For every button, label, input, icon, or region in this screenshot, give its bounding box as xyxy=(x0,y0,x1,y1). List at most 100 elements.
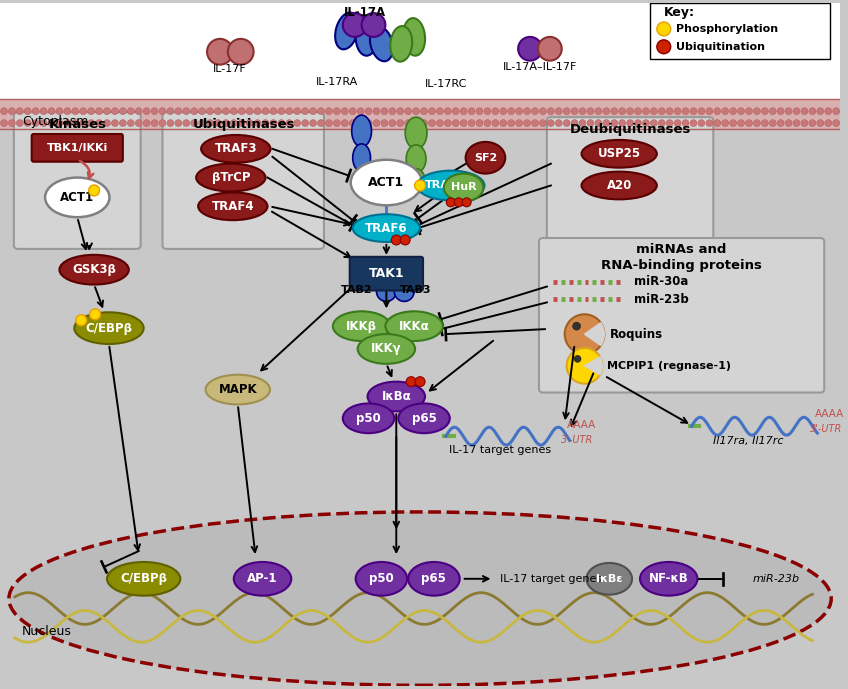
Ellipse shape xyxy=(354,169,370,192)
Circle shape xyxy=(762,120,768,127)
Circle shape xyxy=(547,120,555,127)
Circle shape xyxy=(793,107,800,114)
Text: ACT1: ACT1 xyxy=(60,191,94,204)
Circle shape xyxy=(231,107,237,114)
Circle shape xyxy=(745,107,752,114)
Circle shape xyxy=(809,107,816,114)
Circle shape xyxy=(222,107,229,114)
Circle shape xyxy=(778,120,784,127)
Ellipse shape xyxy=(234,562,291,596)
Text: ACT1: ACT1 xyxy=(368,176,404,189)
Circle shape xyxy=(215,120,221,127)
Circle shape xyxy=(421,120,427,127)
Circle shape xyxy=(25,120,31,127)
Circle shape xyxy=(302,107,309,114)
Circle shape xyxy=(603,120,610,127)
Circle shape xyxy=(175,107,181,114)
Circle shape xyxy=(833,107,840,114)
Circle shape xyxy=(690,120,697,127)
Circle shape xyxy=(658,120,666,127)
Circle shape xyxy=(103,120,110,127)
Circle shape xyxy=(317,107,325,114)
Circle shape xyxy=(357,107,364,114)
Circle shape xyxy=(222,120,229,127)
FancyBboxPatch shape xyxy=(650,3,830,59)
Circle shape xyxy=(32,107,39,114)
Circle shape xyxy=(183,120,190,127)
Text: IKKγ: IKKγ xyxy=(371,342,402,356)
Circle shape xyxy=(778,107,784,114)
Bar xyxy=(0,114,840,686)
Circle shape xyxy=(377,282,396,301)
Circle shape xyxy=(801,120,808,127)
Ellipse shape xyxy=(355,562,407,596)
Circle shape xyxy=(682,120,689,127)
Circle shape xyxy=(769,120,776,127)
Circle shape xyxy=(373,120,380,127)
Circle shape xyxy=(523,120,531,127)
Circle shape xyxy=(745,120,752,127)
Circle shape xyxy=(595,107,602,114)
Wedge shape xyxy=(584,322,605,345)
Text: Il17ra, Il17rc: Il17ra, Il17rc xyxy=(712,436,784,446)
FancyBboxPatch shape xyxy=(349,257,423,291)
Text: IKKβ: IKKβ xyxy=(346,320,377,333)
Circle shape xyxy=(103,107,110,114)
Circle shape xyxy=(825,107,832,114)
Circle shape xyxy=(619,120,626,127)
Circle shape xyxy=(706,107,713,114)
Ellipse shape xyxy=(196,164,265,192)
Ellipse shape xyxy=(390,26,412,61)
Text: NF-κB: NF-κB xyxy=(649,573,689,585)
Circle shape xyxy=(400,235,410,245)
Circle shape xyxy=(16,120,23,127)
Ellipse shape xyxy=(333,311,390,341)
Text: IκBα: IκBα xyxy=(382,390,411,403)
Circle shape xyxy=(238,120,245,127)
Circle shape xyxy=(722,107,728,114)
Circle shape xyxy=(349,120,356,127)
Circle shape xyxy=(8,120,15,127)
Circle shape xyxy=(143,107,150,114)
Circle shape xyxy=(87,107,95,114)
Ellipse shape xyxy=(417,171,484,200)
Circle shape xyxy=(159,120,166,127)
Circle shape xyxy=(25,107,31,114)
Circle shape xyxy=(191,120,198,127)
Circle shape xyxy=(667,120,673,127)
Circle shape xyxy=(254,107,261,114)
Text: SF2: SF2 xyxy=(474,153,497,163)
Circle shape xyxy=(120,120,126,127)
Circle shape xyxy=(634,107,641,114)
Circle shape xyxy=(698,120,705,127)
Text: AAAA: AAAA xyxy=(816,409,845,420)
Text: Roquins: Roquins xyxy=(611,327,663,340)
Ellipse shape xyxy=(107,562,181,596)
Circle shape xyxy=(278,120,285,127)
Circle shape xyxy=(127,107,134,114)
Text: Ubiquitination: Ubiquitination xyxy=(676,42,765,52)
Circle shape xyxy=(484,107,491,114)
Circle shape xyxy=(627,120,633,127)
Circle shape xyxy=(183,107,190,114)
Ellipse shape xyxy=(582,172,657,199)
Circle shape xyxy=(817,120,823,127)
Circle shape xyxy=(310,120,316,127)
Ellipse shape xyxy=(399,404,449,433)
Circle shape xyxy=(462,198,471,207)
Circle shape xyxy=(361,13,385,37)
Circle shape xyxy=(175,120,181,127)
Circle shape xyxy=(809,120,816,127)
Circle shape xyxy=(246,107,253,114)
Circle shape xyxy=(228,39,254,65)
Ellipse shape xyxy=(385,311,443,341)
Circle shape xyxy=(817,107,823,114)
Circle shape xyxy=(373,107,380,114)
Ellipse shape xyxy=(403,18,425,56)
Circle shape xyxy=(365,120,372,127)
Circle shape xyxy=(532,120,538,127)
Text: IL-17A–IL-17F: IL-17A–IL-17F xyxy=(503,61,577,72)
Text: IL-17 target genes: IL-17 target genes xyxy=(499,574,602,584)
Text: 3'-UTR: 3'-UTR xyxy=(811,424,843,434)
Ellipse shape xyxy=(355,18,377,56)
